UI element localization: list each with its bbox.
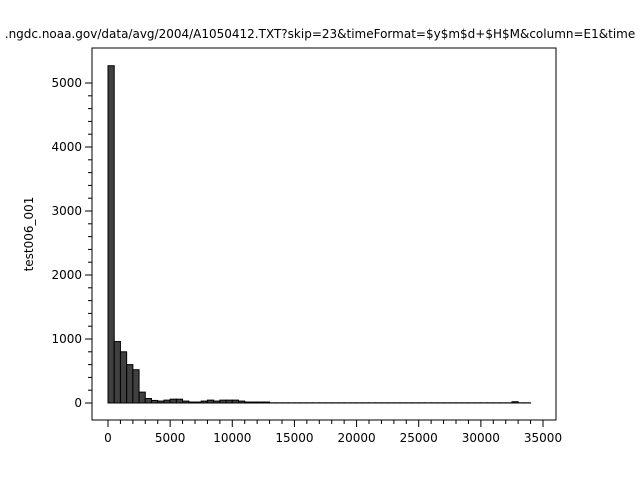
- histogram-bar: [152, 400, 158, 403]
- x-tick-label: 35000: [524, 431, 562, 445]
- x-tick-label: 15000: [275, 431, 313, 445]
- x-tick-label: 5000: [155, 431, 186, 445]
- histogram-bar: [108, 66, 114, 403]
- x-axis: 0 5000 10000 15000 20000 25000 30000 35000: [104, 420, 562, 445]
- histogram-bar: [114, 342, 120, 403]
- histogram-bar: [189, 402, 195, 403]
- x-tick-label: 0: [104, 431, 112, 445]
- y-tick-label: 0: [74, 396, 82, 410]
- histogram-bar: [226, 400, 232, 403]
- x-tick-label: 30000: [462, 431, 500, 445]
- histogram-bar: [220, 400, 226, 403]
- histogram-bar: [120, 352, 126, 403]
- x-tick-label: 20000: [337, 431, 375, 445]
- y-tick-label: 4000: [51, 140, 82, 154]
- chart-title: .ngdc.noaa.gov/data/avg/2004/A1050412.TX…: [5, 27, 636, 41]
- y-axis: 0 1000 2000 3000 4000 5000: [51, 76, 92, 410]
- histogram-bar: [170, 399, 176, 403]
- histogram-bar: [257, 402, 263, 403]
- y-tick-label: 2000: [51, 268, 82, 282]
- histogram-bar: [139, 392, 145, 403]
- histogram-bar: [214, 401, 220, 403]
- histogram-bar: [133, 370, 139, 403]
- histogram-bar: [201, 401, 207, 403]
- histogram-bar: [127, 365, 133, 403]
- plot-frame: [92, 48, 556, 420]
- histogram-bar: [145, 399, 151, 403]
- histogram-bar: [232, 400, 238, 403]
- histogram-bar: [195, 402, 201, 403]
- bars: [108, 66, 531, 403]
- histogram-bar: [263, 402, 269, 403]
- histogram-bar: [183, 401, 189, 403]
- y-tick-label: 5000: [51, 76, 82, 90]
- y-axis-label: test006_001: [22, 197, 36, 272]
- histogram-bar: [245, 402, 251, 403]
- histogram-bar: [239, 401, 245, 403]
- y-tick-label: 3000: [51, 204, 82, 218]
- x-tick-label: 25000: [400, 431, 438, 445]
- histogram-bar: [176, 399, 182, 403]
- y-tick-label: 1000: [51, 332, 82, 346]
- histogram-bar: [207, 400, 213, 403]
- histogram-bar: [158, 401, 164, 403]
- histogram-bar: [512, 402, 518, 403]
- histogram-bar: [251, 402, 257, 403]
- histogram-bar: [164, 400, 170, 403]
- x-tick-label: 10000: [213, 431, 251, 445]
